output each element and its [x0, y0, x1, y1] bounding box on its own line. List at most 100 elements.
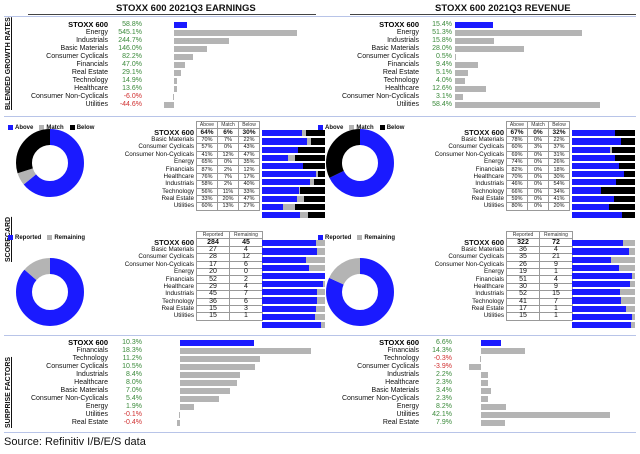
legend-item: Remaining: [47, 235, 85, 241]
table-cell: 2%: [217, 180, 239, 189]
bar-segment: [620, 289, 635, 296]
table-cell: 30%: [548, 172, 570, 182]
bar-segment: [262, 146, 298, 153]
table-cell: 18%: [548, 165, 570, 174]
stacked-bar: [262, 313, 325, 320]
stacked-bar: [572, 289, 635, 296]
donut-chart: [16, 258, 84, 326]
bar-row: Industrials 8.4%: [0, 371, 640, 379]
category-label: Industrials: [475, 290, 504, 298]
bar-segment: [600, 187, 635, 194]
bar-row: Financials 9.4%: [0, 61, 640, 69]
bar-segment: [572, 240, 624, 247]
category-label: Basic Materials: [461, 245, 504, 253]
bar-segment: [262, 195, 298, 202]
table-cell: 76%: [196, 172, 218, 182]
stacked-bar: [572, 179, 635, 186]
bar-segment: [262, 203, 283, 210]
stacked-bar: [572, 321, 635, 328]
bar-segment: [262, 154, 288, 161]
category-label: Energy: [85, 29, 108, 36]
table-row: Basic Materials 36 4: [410, 245, 573, 255]
category-label: Basic Materials: [151, 245, 194, 253]
category-label: Financials: [165, 275, 194, 283]
bar-segment: [308, 264, 325, 271]
bar: [174, 22, 188, 28]
table-cell: 15: [539, 290, 573, 299]
stacked-bar: [262, 130, 325, 137]
category-label: Consumer Non-Cyclicals: [124, 150, 194, 158]
bar-segment: [572, 281, 631, 288]
category-label: Healthcare: [385, 379, 419, 386]
bar: [174, 54, 193, 60]
category-label: Healthcare: [74, 379, 108, 386]
category-label: Financials: [387, 61, 419, 68]
table-row: Energy 65% 0% 35%: [100, 157, 260, 167]
category-label: Financials: [387, 347, 419, 354]
category-label: Healthcare: [163, 282, 194, 290]
table-cell: 27%: [238, 202, 260, 211]
bar-segment: [572, 146, 610, 153]
stacked-bar: [262, 162, 325, 170]
value-label: -0.4%: [123, 419, 142, 426]
bar-segment: [572, 248, 629, 255]
bar-row: Healthcare 13.6%: [0, 85, 640, 93]
category-label: Consumer Non-Cyclicals: [434, 260, 504, 268]
value-label: 13.6%: [122, 85, 142, 92]
table-cell: 54%: [548, 180, 570, 189]
value-label: 58.8%: [122, 21, 142, 28]
category-label: Technology: [162, 297, 194, 305]
value-label: 4.0%: [436, 77, 452, 84]
legend-swatch: [349, 125, 355, 130]
bar: [174, 78, 178, 84]
table-cell: 1: [539, 312, 573, 321]
value-label: 28.0%: [432, 45, 452, 52]
bar-segment: [631, 313, 635, 320]
bar-segment: [572, 179, 617, 186]
bar-row: Utilities -0.1%: [0, 411, 640, 419]
category-label: Basic Materials: [371, 387, 419, 394]
donut-chart: [326, 129, 394, 197]
value-label: 10.3%: [122, 339, 142, 346]
bar: [481, 404, 507, 410]
category-label: Real Estate: [71, 419, 108, 426]
category-label: Utilities: [483, 202, 504, 210]
legend: Reported Remaining: [318, 235, 395, 241]
donut-chart: [16, 129, 84, 197]
category-label: Basic Materials: [461, 135, 504, 143]
stacked-bar: [572, 305, 635, 312]
value-label: 1.9%: [126, 403, 142, 410]
bar: [174, 38, 230, 44]
category-label: Real Estate: [382, 419, 419, 426]
bar-segment: [262, 162, 303, 170]
bar-row: Consumer Non-Cyclicals 3.1%: [0, 93, 640, 101]
bar-segment: [572, 138, 622, 145]
legend-label: Above: [15, 125, 34, 132]
earnings-title: STOXX 600 2021Q3 EARNINGS: [116, 3, 256, 14]
bar-segment: [297, 146, 325, 153]
stacked-bar: [262, 240, 325, 247]
source-note: Source: Refinitiv I/B/E/S data: [4, 436, 146, 448]
bar: [180, 380, 238, 386]
category-label: Consumer Non-Cyclicals: [30, 93, 108, 100]
category-label: Financials: [475, 275, 504, 283]
divider: [4, 335, 636, 336]
value-label: 47.0%: [122, 61, 142, 68]
table-cell: 11%: [217, 187, 239, 196]
donut-slice: [16, 258, 84, 326]
bar: [174, 70, 181, 76]
table-cell: 31%: [548, 150, 570, 159]
bar: [174, 30, 298, 36]
table-cell: 70%: [506, 172, 528, 182]
bar-segment: [572, 187, 601, 194]
value-label: 5.4%: [126, 395, 142, 402]
bar-row: Energy 1.9%: [0, 403, 640, 411]
bar-segment: [307, 211, 325, 218]
bar-segment: [613, 195, 635, 202]
table-cell: 57%: [196, 143, 218, 152]
bar: [480, 356, 481, 362]
table-cell: 56%: [196, 187, 218, 196]
category-label: Consumer Non-Cyclicals: [434, 150, 504, 158]
bar: [180, 388, 231, 394]
bar-segment: [572, 297, 621, 304]
